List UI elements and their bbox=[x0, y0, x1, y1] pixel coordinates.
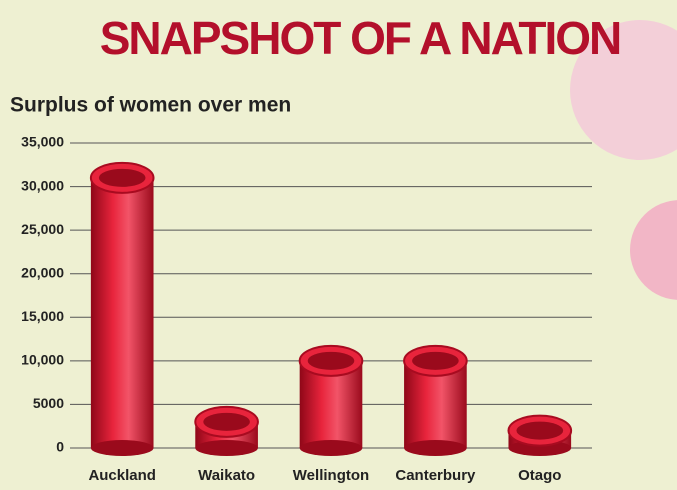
bar-top-hole bbox=[412, 352, 459, 370]
bar-base bbox=[91, 440, 154, 456]
y-tick-label: 0 bbox=[56, 439, 64, 455]
x-tick-label: Wellington bbox=[293, 467, 369, 484]
chart-title: SNAPSHOT OF A NATION bbox=[100, 12, 621, 64]
y-tick-label: 20,000 bbox=[21, 264, 64, 280]
x-tick-label: Waikato bbox=[198, 467, 255, 484]
y-tick-label: 5000 bbox=[33, 395, 64, 411]
bar-base bbox=[195, 440, 258, 456]
bar-top-hole bbox=[516, 422, 563, 440]
bar-base bbox=[300, 440, 363, 456]
chart-subtitle: Surplus of women over men bbox=[10, 94, 291, 117]
y-tick-label: 10,000 bbox=[21, 352, 64, 368]
y-tick-label: 30,000 bbox=[21, 177, 64, 193]
x-tick-label: Otago bbox=[518, 467, 561, 484]
x-tick-label: Auckland bbox=[88, 467, 156, 484]
bar bbox=[91, 178, 154, 448]
bar-base bbox=[404, 440, 467, 456]
y-tick-label: 25,000 bbox=[21, 221, 64, 237]
bar-top-hole bbox=[308, 352, 355, 370]
chart: SNAPSHOT OF A NATION Surplus of women ov… bbox=[0, 0, 677, 490]
y-tick-label: 35,000 bbox=[21, 134, 64, 150]
y-tick-label: 15,000 bbox=[21, 308, 64, 324]
x-tick-label: Canterbury bbox=[395, 467, 476, 484]
decor-circle bbox=[630, 200, 677, 300]
bar-top-hole bbox=[99, 169, 146, 187]
bar-top-hole bbox=[203, 413, 250, 431]
